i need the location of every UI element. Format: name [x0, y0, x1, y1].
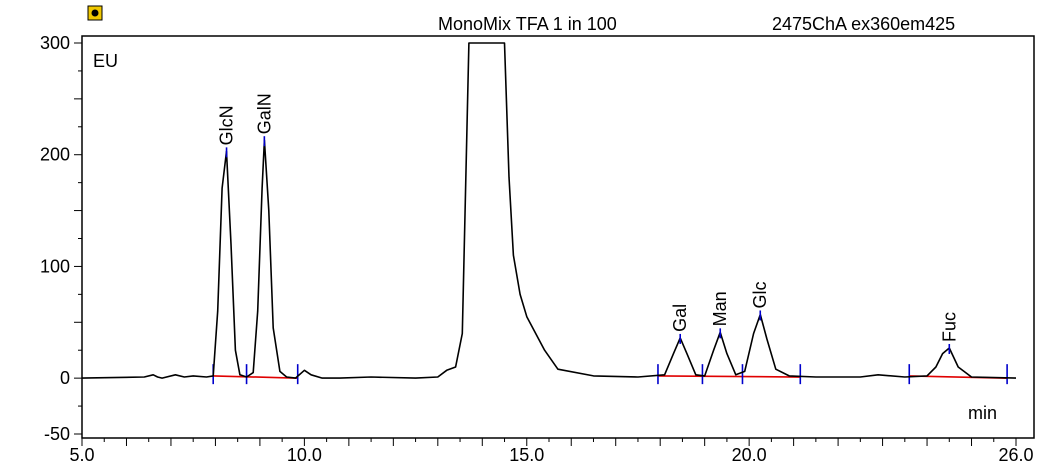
- detector-name: 2475ChA ex360em425: [772, 14, 955, 34]
- y-tick-label: 300: [40, 33, 70, 53]
- integration-ticks: [212, 364, 1008, 385]
- x-axis-unit-label: min: [968, 403, 997, 423]
- y-axis-tick-labels: -50 0 100 200 300: [40, 33, 70, 444]
- y-axis-ticks: [74, 42, 82, 435]
- x-tick-label: 20.0: [732, 445, 767, 464]
- chart-header: MonoMix TFA 1 in 100 2475ChA ex360em425: [87, 5, 955, 34]
- y-axis-unit-label: EU: [93, 51, 118, 71]
- sample-name: MonoMix TFA 1 in 100: [438, 14, 617, 34]
- y-tick-label: 200: [40, 145, 70, 165]
- x-tick-label: 5.0: [69, 445, 94, 464]
- peak-label: Fuc: [939, 312, 959, 342]
- peak-label: Man: [710, 291, 730, 326]
- y-tick-label: 100: [40, 256, 70, 276]
- y-tick-label: 0: [60, 368, 70, 388]
- x-tick-label: 26.0: [998, 445, 1033, 464]
- peak-label: Gal: [670, 304, 690, 332]
- baseline-segment: [213, 375, 298, 379]
- y-tick-label: -50: [44, 424, 70, 444]
- x-axis-ticks: [81, 438, 1017, 446]
- peak-label: GlcN: [217, 105, 237, 145]
- peak-label: Glc: [750, 281, 770, 308]
- app-icon[interactable]: [87, 5, 103, 21]
- x-axis-tick-labels: 5.0 10.0 15.0 20.0 26.0: [69, 445, 1033, 464]
- x-tick-label: 10.0: [287, 445, 322, 464]
- x-tick-label: 15.0: [509, 445, 544, 464]
- chromatogram-trace: [81, 42, 1017, 379]
- baseline-segment: [657, 375, 801, 378]
- plot-frame: [81, 35, 1035, 439]
- peak-label: GalN: [254, 93, 274, 134]
- peak-labels: GlcN GalN Gal Man Glc Fuc: [217, 93, 959, 354]
